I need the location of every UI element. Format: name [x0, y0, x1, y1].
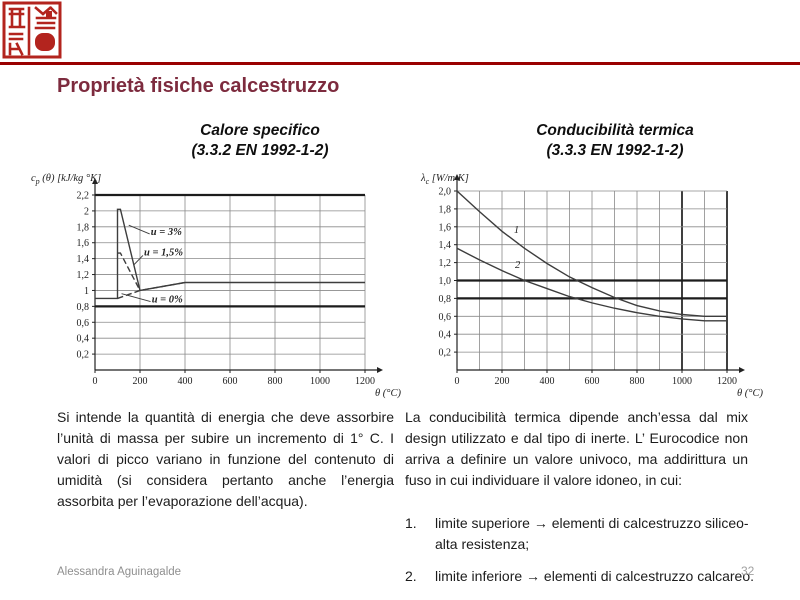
caption-calore-specifico: Si intende la quantità di energia che de… [57, 409, 394, 509]
svg-text:u = 1,5%: u = 1,5% [144, 247, 183, 258]
svg-text:600: 600 [585, 376, 600, 387]
svg-text:1000: 1000 [672, 376, 692, 387]
svg-text:0,4: 0,4 [77, 334, 90, 345]
svg-text:1,8: 1,8 [77, 222, 90, 233]
svg-text:200: 200 [133, 376, 148, 387]
svg-text:0,8: 0,8 [439, 294, 452, 305]
svg-text:1000: 1000 [310, 376, 330, 387]
svg-text:2,0: 2,0 [439, 187, 452, 198]
ordered-list: 1. limite superiore → elementi di calces… [405, 513, 757, 598]
svg-text:1200: 1200 [717, 376, 737, 387]
figure-title-line1: Calore specifico [200, 122, 320, 139]
svg-text:2: 2 [515, 260, 521, 271]
svg-text:cp (θ) [kJ/kg °K]: cp (θ) [kJ/kg °K] [31, 173, 101, 186]
svg-text:1,2: 1,2 [77, 270, 90, 281]
svg-text:0,2: 0,2 [77, 350, 90, 361]
page-title: Proprietà fisiche calcestruzzo [57, 75, 340, 97]
svg-text:0: 0 [455, 376, 460, 387]
svg-text:1,6: 1,6 [77, 238, 90, 249]
svg-text:1: 1 [84, 286, 89, 297]
svg-text:1,8: 1,8 [439, 204, 452, 215]
seal-logo [2, 1, 62, 59]
svg-text:2: 2 [84, 206, 89, 217]
svg-text:λc [W/m K]: λc [W/m K] [420, 173, 469, 186]
svg-text:600: 600 [223, 376, 238, 387]
svg-text:1,0: 1,0 [439, 276, 452, 287]
figure-title-conducibilita-termica: Conducibilità termica (3.3.3 EN 1992-1-2… [455, 121, 775, 161]
svg-text:1,6: 1,6 [439, 222, 452, 233]
list-number: 2. [405, 568, 417, 584]
footer-author: Alessandra Aguinagalde [57, 566, 182, 578]
svg-text:2,2: 2,2 [77, 191, 90, 202]
svg-text:u = 3%: u = 3% [151, 227, 182, 238]
svg-text:0,6: 0,6 [439, 312, 452, 323]
svg-text:0,6: 0,6 [77, 318, 90, 329]
list-number: 1. [405, 515, 417, 531]
svg-text:θ (°C): θ (°C) [737, 388, 763, 399]
svg-text:1,4: 1,4 [439, 240, 452, 251]
svg-text:0,4: 0,4 [439, 330, 452, 341]
svg-text:1,2: 1,2 [439, 258, 452, 269]
chart-calore-specifico: 0 200 400 600 800 1000 1200 2,2 2 1,8 1,6 1,4 1,2 1 0,… [31, 173, 401, 399]
svg-text:0,8: 0,8 [77, 302, 90, 313]
list-item: 2. limite inferiore → elementi di calces… [405, 566, 757, 587]
figure-title-line1: Conducibilità termica [536, 122, 694, 139]
svg-text:θ (°C): θ (°C) [375, 388, 401, 399]
svg-text:1200: 1200 [355, 376, 375, 387]
svg-text:400: 400 [540, 376, 555, 387]
figure-title-line2: (3.3.2 EN 1992-1-2) [191, 142, 329, 159]
svg-text:800: 800 [268, 376, 283, 387]
list-text: limite inferiore → elementi di calcestru… [435, 568, 755, 584]
page-number: 32 [741, 564, 755, 578]
figure-title-calore-specifico: Calore specifico (3.3.2 EN 1992-1-2) [95, 121, 425, 161]
svg-text:1: 1 [514, 225, 519, 236]
svg-text:0,2: 0,2 [439, 348, 452, 359]
svg-text:u = 0%: u = 0% [152, 294, 183, 305]
chart-conducibilita-termica: 0 200 400 600 800 1000 1200 2,0 1,8 1,6 1,4 1,2 1,0 0… [420, 173, 763, 399]
list-text: limite superiore → elementi di calcestru… [435, 515, 749, 552]
header-rule [0, 62, 800, 65]
svg-text:200: 200 [495, 376, 510, 387]
svg-text:0: 0 [93, 376, 98, 387]
svg-text:1,4: 1,4 [77, 254, 90, 265]
list-item: 1. limite superiore → elementi di calces… [405, 513, 757, 555]
caption-conducibilita-termica: La conducibilità termica dipende anch’es… [405, 409, 748, 488]
svg-text:400: 400 [178, 376, 193, 387]
svg-text:800: 800 [630, 376, 645, 387]
figure-title-line2: (3.3.3 EN 1992-1-2) [546, 142, 684, 159]
